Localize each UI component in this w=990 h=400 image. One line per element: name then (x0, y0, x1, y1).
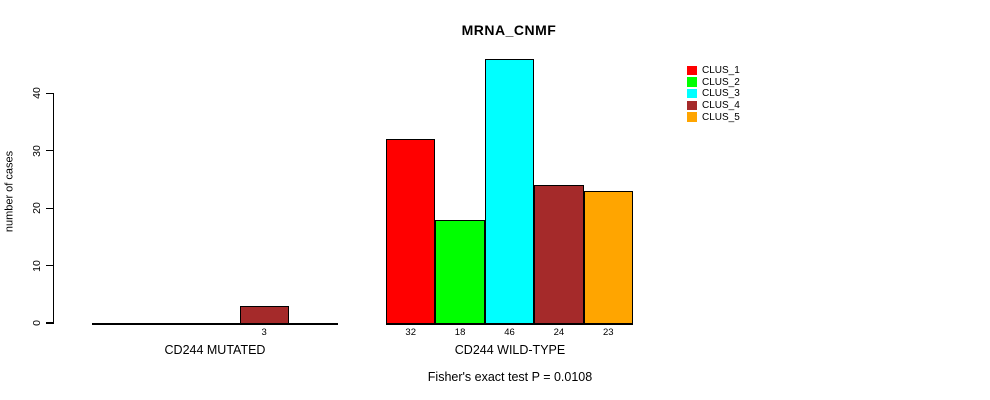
bar-value-label: 46 (504, 326, 515, 338)
y-axis-line (52, 92, 54, 324)
legend-label-clus_1: CLUS_1 (702, 65, 740, 76)
bar-CLUS_2 (435, 219, 485, 325)
bar-CLUS_4 (239, 305, 289, 325)
bar-value-label: 18 (454, 326, 466, 338)
legend-swatch-clus_3 (687, 88, 697, 99)
y-axis-label: number of cases (3, 150, 16, 233)
legend-label-clus_5: CLUS_5 (702, 111, 740, 123)
group-label-cd244-mutated: CD244 MUTATED (164, 343, 266, 357)
y-tick (45, 92, 53, 95)
legend-swatch-clus_4 (687, 100, 697, 111)
bar-value-label: 3 (261, 326, 267, 338)
group-label-cd244-wild-type: CD244 WILD-TYPE (454, 343, 566, 357)
chart-title: MRNA_CNMF (461, 22, 557, 38)
y-tick (45, 150, 53, 152)
legend-label-clus_3: CLUS_3 (702, 88, 740, 100)
fisher-test-annotation: Fisher's exact test P = 0.0108 (427, 370, 593, 384)
bar-CLUS_5 (583, 190, 633, 325)
y-tick (45, 264, 53, 267)
legend-swatch-clus_5 (687, 112, 697, 122)
legend-label-clus_2: CLUS_2 (702, 76, 740, 88)
legend-label-clus_4: CLUS_4 (702, 100, 740, 112)
y-tick (45, 322, 53, 324)
legend-swatch-clus_1 (687, 65, 697, 75)
legend-swatch-clus_2 (687, 77, 697, 87)
y-tick-label: 20 (31, 202, 43, 215)
y-tick (45, 207, 53, 209)
y-tick-label: 0 (31, 320, 43, 326)
y-tick-label: 30 (31, 144, 43, 157)
bar-CLUS_3 (484, 58, 535, 325)
bar-value-label: 32 (405, 326, 416, 338)
y-tick-label: 40 (31, 87, 43, 100)
bar-CLUS_4 (534, 185, 584, 325)
bar-value-label: 24 (553, 326, 565, 338)
bar-value-label: 23 (603, 326, 614, 338)
y-tick-label: 10 (31, 259, 43, 272)
x-baseline-group-0 (92, 323, 338, 325)
bar-CLUS_1 (386, 139, 436, 325)
